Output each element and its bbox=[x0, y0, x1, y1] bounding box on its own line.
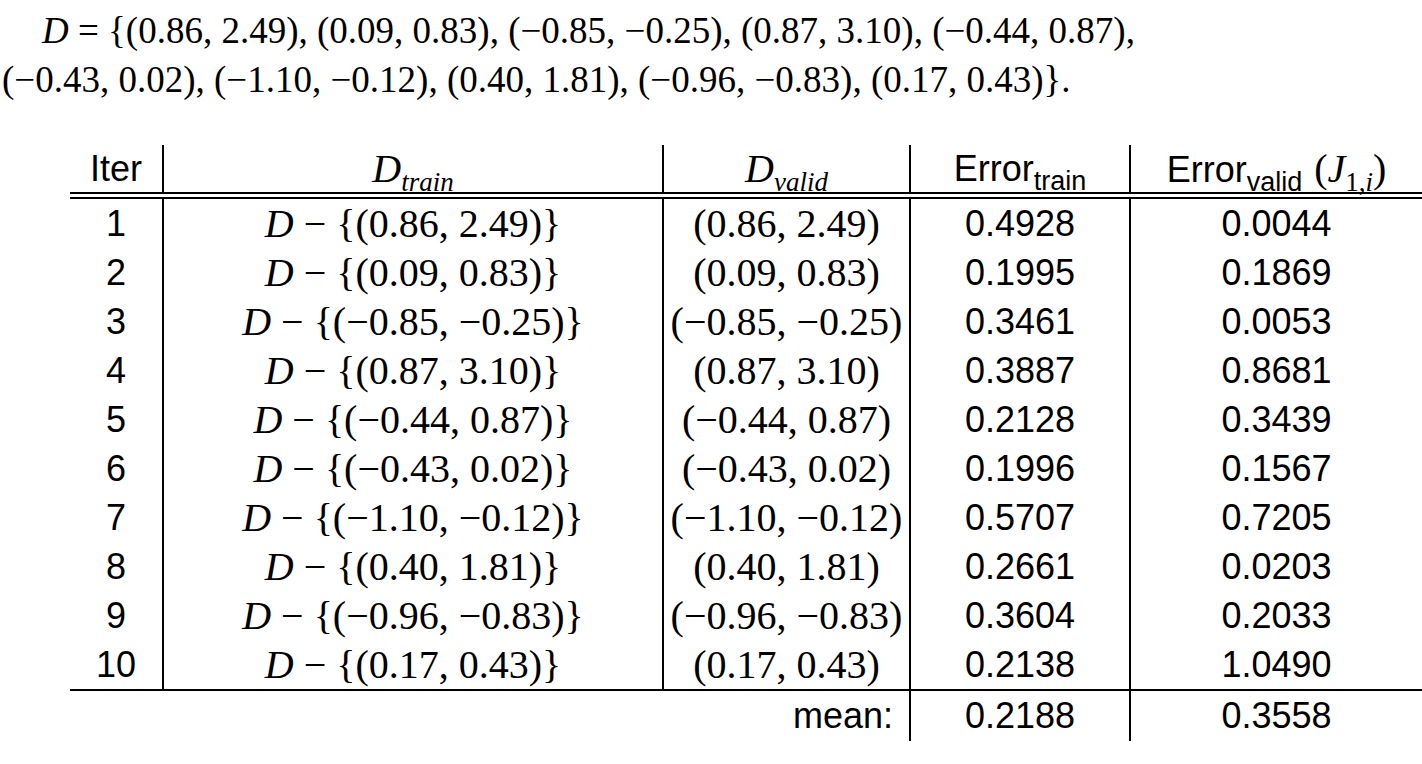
error-valid-cell: 0.2033 bbox=[1130, 591, 1422, 640]
dtrain-cell: D − {(−0.96, −0.83)} bbox=[163, 591, 663, 640]
error-train-cell: 0.3887 bbox=[910, 346, 1130, 395]
error-train-cell: 0.1996 bbox=[910, 444, 1130, 493]
error-valid-cell: 0.1869 bbox=[1130, 248, 1422, 297]
error-valid-cell: 0.0044 bbox=[1130, 196, 1422, 249]
table-row: 6D − {(−0.43, 0.02)}(−0.43, 0.02)0.19960… bbox=[70, 444, 1422, 493]
error-train-cell: 0.3461 bbox=[910, 297, 1130, 346]
column-header-error-valid: Errorvalid (J1,i) bbox=[1130, 145, 1422, 196]
error-valid-cell: 0.3439 bbox=[1130, 395, 1422, 444]
column-header-iter: Iter bbox=[70, 145, 163, 196]
table-row: 9D − {(−0.96, −0.83)}(−0.96, −0.83)0.360… bbox=[70, 591, 1422, 640]
error-train-cell: 0.1995 bbox=[910, 248, 1130, 297]
dtrain-cell: D − {(−0.44, 0.87)} bbox=[163, 395, 663, 444]
iter-cell: 7 bbox=[70, 493, 163, 542]
dtrain-cell: D − {(−0.85, −0.25)} bbox=[163, 297, 663, 346]
error-valid-subscript: valid bbox=[1247, 167, 1303, 197]
dvalid-cell: (−0.85, −0.25) bbox=[663, 297, 910, 346]
dtrain-base: D bbox=[372, 146, 401, 191]
dataset-definition-line-1-text: = {(0.86, 2.49), (0.09, 0.83), (−0.85, −… bbox=[69, 10, 1135, 51]
dtrain-cell: D − {(0.86, 2.49)} bbox=[163, 196, 663, 249]
iter-cell: 8 bbox=[70, 542, 163, 591]
document-root: D = {(0.86, 2.49), (0.09, 0.83), (−0.85,… bbox=[0, 0, 1422, 764]
column-header-error-train: Errortrain bbox=[910, 145, 1130, 196]
iter-cell: 10 bbox=[70, 640, 163, 690]
iter-cell: 6 bbox=[70, 444, 163, 493]
column-header-dvalid: Dvalid bbox=[663, 145, 910, 196]
j-subscript-index: i bbox=[1366, 167, 1374, 197]
table-row: 2D − {(0.09, 0.83)}(0.09, 0.83)0.19950.1… bbox=[70, 248, 1422, 297]
table-row: 4D − {(0.87, 3.10)}(0.87, 3.10)0.38870.8… bbox=[70, 346, 1422, 395]
error-train-cell: 0.5707 bbox=[910, 493, 1130, 542]
table-row: 5D − {(−0.44, 0.87)}(−0.44, 0.87)0.21280… bbox=[70, 395, 1422, 444]
error-train-cell: 0.2138 bbox=[910, 640, 1130, 690]
error-valid-cell: 0.0203 bbox=[1130, 542, 1422, 591]
table-header: Iter Dtrain Dvalid Errortrain Errorvalid… bbox=[70, 145, 1422, 196]
j-variable: J bbox=[1328, 146, 1346, 191]
dtrain-cell: D − {(0.40, 1.81)} bbox=[163, 542, 663, 591]
dataset-definition: D = {(0.86, 2.49), (0.09, 0.83), (−0.85,… bbox=[0, 6, 1422, 104]
column-header-dtrain: Dtrain bbox=[163, 145, 663, 196]
cross-validation-table: Iter Dtrain Dvalid Errortrain Errorvalid… bbox=[70, 145, 1422, 741]
mean-row: mean: 0.2188 0.3558 bbox=[70, 690, 1422, 741]
dvalid-cell: (−0.44, 0.87) bbox=[663, 395, 910, 444]
error-train-cell: 0.3604 bbox=[910, 591, 1130, 640]
j-paren-close: ) bbox=[1373, 146, 1386, 191]
dvalid-cell: (−0.96, −0.83) bbox=[663, 591, 910, 640]
iter-cell: 4 bbox=[70, 346, 163, 395]
error-valid-cell: 1.0490 bbox=[1130, 640, 1422, 690]
iter-cell: 9 bbox=[70, 591, 163, 640]
dvalid-cell: (−1.10, −0.12) bbox=[663, 493, 910, 542]
table-header-row: Iter Dtrain Dvalid Errortrain Errorvalid… bbox=[70, 145, 1422, 196]
iter-cell: 1 bbox=[70, 196, 163, 249]
iter-cell: 5 bbox=[70, 395, 163, 444]
dtrain-cell: D − {(0.17, 0.43)} bbox=[163, 640, 663, 690]
error-train-cell: 0.2128 bbox=[910, 395, 1130, 444]
dtrain-cell: D − {(−0.43, 0.02)} bbox=[163, 444, 663, 493]
error-valid-cell: 0.0053 bbox=[1130, 297, 1422, 346]
error-valid-cell: 0.7205 bbox=[1130, 493, 1422, 542]
dvalid-cell: (0.86, 2.49) bbox=[663, 196, 910, 249]
mean-error-valid: 0.3558 bbox=[1130, 690, 1422, 741]
error-valid-base: Error bbox=[1167, 149, 1247, 190]
j-subscript: 1,i bbox=[1345, 167, 1373, 197]
dvalid-subscript: valid bbox=[774, 167, 828, 197]
dataset-variable: D bbox=[42, 10, 69, 51]
dvalid-cell: (−0.43, 0.02) bbox=[663, 444, 910, 493]
dtrain-cell: D − {(0.87, 3.10)} bbox=[163, 346, 663, 395]
error-train-cell: 0.2661 bbox=[910, 542, 1130, 591]
error-train-base: Error bbox=[954, 148, 1034, 189]
error-valid-cell: 0.8681 bbox=[1130, 346, 1422, 395]
dtrain-subscript: train bbox=[401, 167, 454, 197]
dvalid-base: D bbox=[745, 146, 774, 191]
j-paren-open: ( bbox=[1314, 146, 1327, 191]
table-row: 3D − {(−0.85, −0.25)}(−0.85, −0.25)0.346… bbox=[70, 297, 1422, 346]
error-valid-cell: 0.1567 bbox=[1130, 444, 1422, 493]
table-row: 10D − {(0.17, 0.43)}(0.17, 0.43)0.21381.… bbox=[70, 640, 1422, 690]
error-train-subscript: train bbox=[1034, 166, 1087, 196]
dvalid-cell: (0.17, 0.43) bbox=[663, 640, 910, 690]
mean-label: mean: bbox=[70, 690, 910, 741]
dtrain-cell: D − {(0.09, 0.83)} bbox=[163, 248, 663, 297]
table-row: 1D − {(0.86, 2.49)}(0.86, 2.49)0.49280.0… bbox=[70, 196, 1422, 249]
j-subscript-number: 1, bbox=[1345, 167, 1365, 197]
dtrain-cell: D − {(−1.10, −0.12)} bbox=[163, 493, 663, 542]
table-body: 1D − {(0.86, 2.49)}(0.86, 2.49)0.49280.0… bbox=[70, 196, 1422, 742]
table-row: 8D − {(0.40, 1.81)}(0.40, 1.81)0.26610.0… bbox=[70, 542, 1422, 591]
error-valid-j-term: (J1,i) bbox=[1314, 146, 1386, 191]
table-row: 7D − {(−1.10, −0.12)}(−1.10, −0.12)0.570… bbox=[70, 493, 1422, 542]
dataset-definition-line-1: D = {(0.86, 2.49), (0.09, 0.83), (−0.85,… bbox=[0, 6, 1422, 55]
dvalid-cell: (0.87, 3.10) bbox=[663, 346, 910, 395]
dataset-definition-line-2: (−0.43, 0.02), (−1.10, −0.12), (0.40, 1.… bbox=[0, 55, 1422, 104]
dvalid-cell: (0.09, 0.83) bbox=[663, 248, 910, 297]
error-train-cell: 0.4928 bbox=[910, 196, 1130, 249]
mean-error-train: 0.2188 bbox=[910, 690, 1130, 741]
dvalid-cell: (0.40, 1.81) bbox=[663, 542, 910, 591]
iter-cell: 3 bbox=[70, 297, 163, 346]
iter-cell: 2 bbox=[70, 248, 163, 297]
